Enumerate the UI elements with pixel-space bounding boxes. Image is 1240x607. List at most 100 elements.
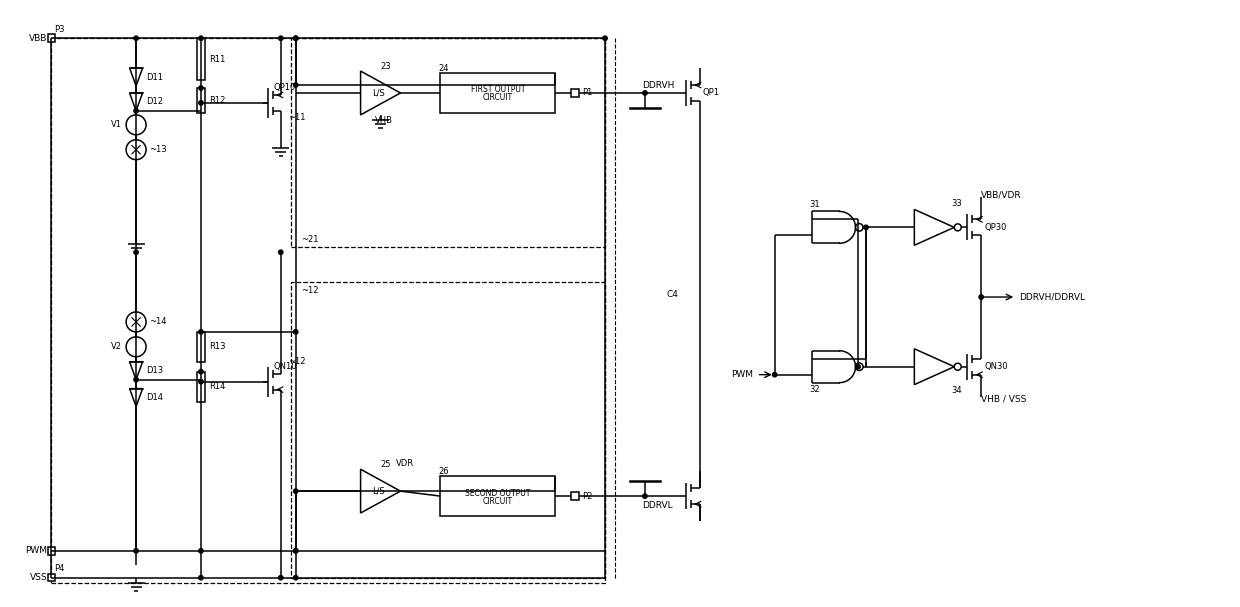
- Text: ~12: ~12: [301, 285, 319, 294]
- Text: V2: V2: [112, 342, 122, 351]
- Polygon shape: [361, 469, 401, 513]
- Text: FIRST OUTPUT: FIRST OUTPUT: [470, 86, 525, 95]
- Text: L/S: L/S: [372, 89, 384, 98]
- Polygon shape: [130, 388, 143, 407]
- Circle shape: [294, 549, 298, 553]
- Circle shape: [134, 109, 139, 113]
- Text: ~14: ~14: [150, 317, 167, 327]
- Circle shape: [294, 575, 298, 580]
- Circle shape: [642, 494, 647, 498]
- Circle shape: [198, 330, 203, 334]
- Text: V1: V1: [112, 120, 122, 129]
- Circle shape: [294, 36, 298, 41]
- Bar: [197, 88, 205, 113]
- Bar: [197, 332, 205, 362]
- Circle shape: [955, 224, 961, 231]
- Circle shape: [642, 91, 647, 95]
- Circle shape: [126, 115, 146, 135]
- Text: R14: R14: [210, 382, 226, 391]
- Circle shape: [134, 36, 139, 41]
- Bar: [47, 547, 55, 555]
- Polygon shape: [914, 349, 955, 385]
- Text: CIRCUIT: CIRCUIT: [482, 497, 513, 506]
- Text: QP30: QP30: [985, 223, 1007, 232]
- Bar: [51, 38, 605, 583]
- Text: R11: R11: [210, 55, 226, 64]
- Text: P3: P3: [55, 25, 64, 34]
- Text: 34: 34: [951, 386, 961, 395]
- Text: ~13: ~13: [150, 145, 167, 154]
- Text: DDRVL: DDRVL: [642, 501, 672, 509]
- Text: D13: D13: [146, 366, 164, 375]
- Text: ~12: ~12: [288, 358, 305, 366]
- Circle shape: [279, 250, 283, 254]
- Circle shape: [773, 373, 776, 377]
- Circle shape: [198, 549, 203, 553]
- Text: 33: 33: [951, 199, 962, 208]
- Text: SECOND OUTPUT: SECOND OUTPUT: [465, 489, 531, 498]
- Text: QP10: QP10: [274, 84, 296, 92]
- Circle shape: [955, 363, 961, 370]
- Text: QP1: QP1: [703, 89, 719, 98]
- Bar: [290, 282, 605, 578]
- Circle shape: [856, 223, 863, 231]
- Circle shape: [198, 379, 203, 384]
- Text: R13: R13: [210, 342, 226, 351]
- Circle shape: [279, 575, 283, 580]
- Polygon shape: [130, 93, 143, 111]
- Text: C4: C4: [667, 290, 678, 299]
- Text: P1: P1: [582, 89, 593, 98]
- Circle shape: [294, 330, 298, 334]
- Circle shape: [856, 365, 861, 369]
- Bar: [572, 492, 579, 500]
- Circle shape: [126, 312, 146, 332]
- Text: 31: 31: [810, 200, 820, 209]
- Polygon shape: [361, 71, 401, 115]
- Text: DDRVH: DDRVH: [642, 81, 675, 89]
- Text: ~21: ~21: [301, 235, 319, 244]
- Bar: [440, 73, 556, 113]
- Text: PWM: PWM: [25, 546, 47, 555]
- Text: 32: 32: [810, 385, 820, 394]
- Bar: [47, 574, 55, 582]
- Bar: [197, 38, 205, 80]
- Circle shape: [856, 363, 863, 370]
- Circle shape: [198, 86, 203, 90]
- Bar: [47, 35, 55, 42]
- Circle shape: [864, 225, 868, 229]
- Polygon shape: [130, 362, 143, 379]
- Text: 24: 24: [439, 64, 449, 73]
- Text: R12: R12: [210, 96, 226, 105]
- Text: CIRCUIT: CIRCUIT: [482, 93, 513, 103]
- Text: DDRVH/DDRVL: DDRVH/DDRVL: [1019, 293, 1085, 302]
- Bar: [572, 89, 579, 97]
- Text: D12: D12: [146, 98, 164, 106]
- Text: 23: 23: [381, 61, 391, 70]
- Text: D14: D14: [146, 393, 164, 402]
- Circle shape: [294, 36, 298, 41]
- Text: QN30: QN30: [985, 362, 1008, 371]
- Circle shape: [603, 36, 608, 41]
- Text: VDR: VDR: [396, 459, 414, 468]
- Bar: [290, 38, 605, 247]
- Circle shape: [134, 549, 139, 553]
- Circle shape: [294, 83, 298, 87]
- Circle shape: [294, 549, 298, 553]
- Text: VSS: VSS: [30, 573, 47, 582]
- Circle shape: [294, 489, 298, 493]
- Text: P4: P4: [55, 565, 64, 573]
- Text: ~11: ~11: [288, 114, 305, 123]
- Circle shape: [126, 140, 146, 160]
- Circle shape: [980, 295, 983, 299]
- Text: QN10: QN10: [274, 362, 298, 371]
- Bar: [440, 476, 556, 516]
- Circle shape: [198, 370, 203, 374]
- Polygon shape: [130, 68, 143, 86]
- Circle shape: [134, 378, 139, 382]
- Text: D11: D11: [146, 73, 164, 81]
- Circle shape: [198, 36, 203, 41]
- Bar: [197, 371, 205, 402]
- Text: VHB / VSS: VHB / VSS: [981, 394, 1027, 403]
- Text: VHB: VHB: [374, 117, 393, 125]
- Text: VBB/VDR: VBB/VDR: [981, 191, 1022, 200]
